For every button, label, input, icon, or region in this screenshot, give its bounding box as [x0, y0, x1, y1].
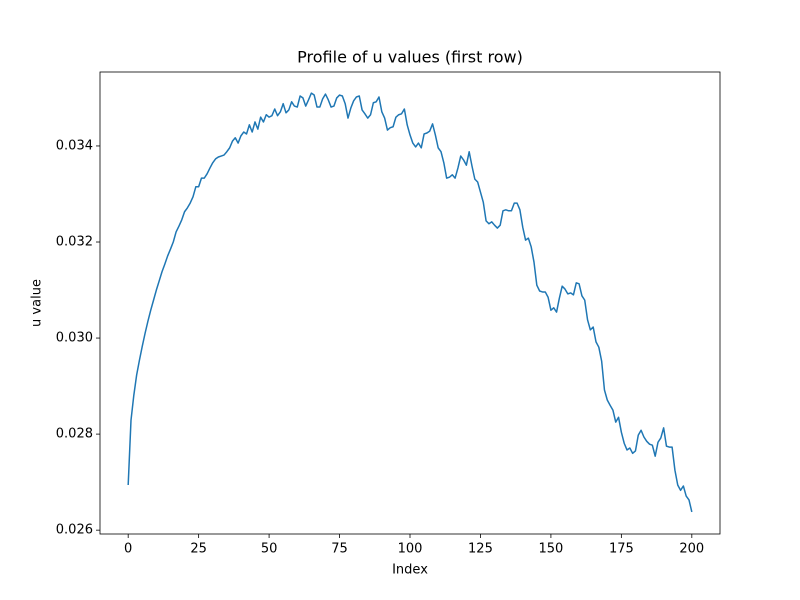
y-tick-label: 0.026 — [56, 523, 93, 538]
x-tick-label: 75 — [331, 542, 348, 557]
x-tick-label: 125 — [468, 542, 493, 557]
y-axis-label: u value — [30, 279, 45, 327]
x-tick-label: 50 — [261, 542, 278, 557]
y-tick-label: 0.032 — [56, 235, 93, 250]
x-tick-label: 0 — [124, 542, 132, 557]
y-tick-label: 0.030 — [56, 331, 93, 346]
x-tick-label: 150 — [538, 542, 563, 557]
x-axis-label: Index — [392, 563, 428, 578]
y-tick-label: 0.034 — [56, 138, 93, 153]
x-tick-label: 100 — [398, 542, 423, 557]
plot-frame — [99, 71, 721, 535]
x-tick-label: 175 — [609, 542, 634, 557]
x-tick-label: 25 — [190, 542, 207, 557]
x-tick-label: 200 — [679, 542, 704, 557]
line-series — [127, 92, 693, 513]
chart-title: Profile of u values (first row) — [297, 48, 523, 67]
y-tick-label: 0.028 — [56, 427, 93, 442]
